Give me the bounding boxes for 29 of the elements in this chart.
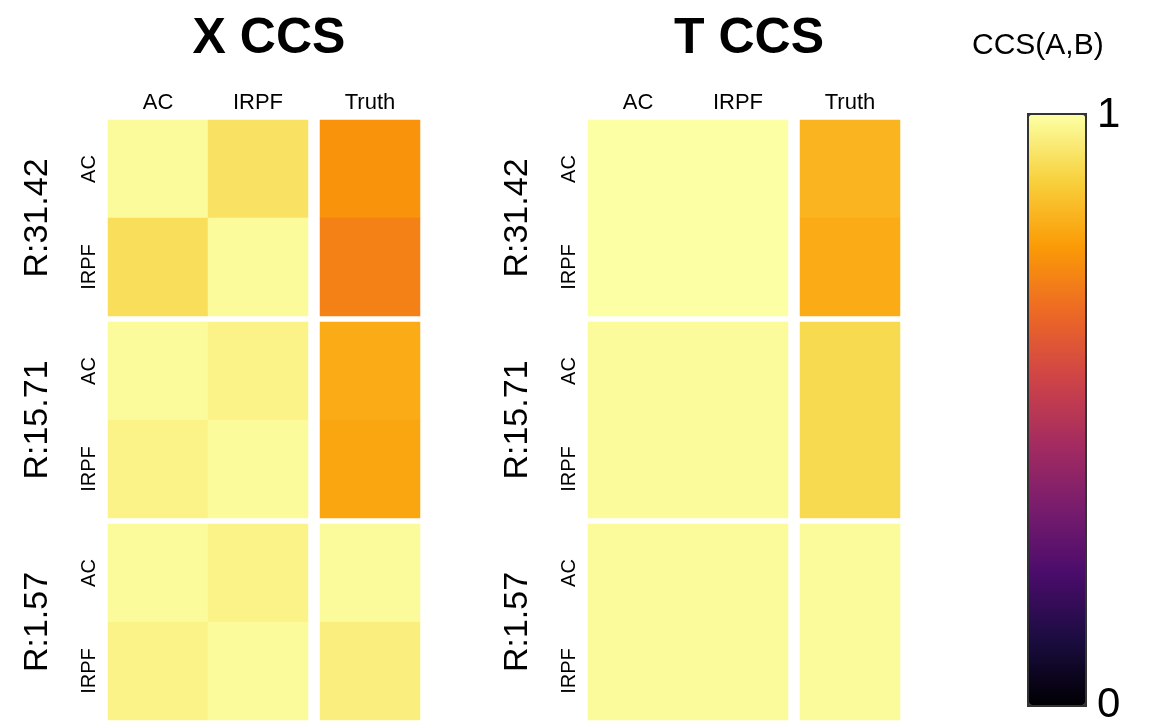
- x-tick-label: Truth: [344, 88, 396, 114]
- category-label: IRPF: [557, 446, 579, 492]
- annotation: R:31.42: [496, 158, 534, 278]
- y-tick-label: AC: [77, 559, 99, 587]
- text: T CCS: [674, 8, 824, 64]
- x-tick-label: AC: [622, 88, 654, 114]
- x-tick-label: AC: [142, 88, 174, 114]
- x-tick-label: Truth: [824, 88, 876, 114]
- color-bar-title: CCS(A,B): [972, 26, 1104, 60]
- category-label: AC: [557, 559, 579, 587]
- category-label: AC: [557, 155, 579, 183]
- category-label: IRPF: [557, 648, 579, 694]
- color-bar-label: 0: [1097, 678, 1121, 726]
- text: R:1.57: [16, 571, 54, 673]
- x-tick-label: IRPF: [232, 88, 284, 114]
- y-tick-label: IRPF: [77, 648, 99, 694]
- text: R:15.71: [16, 360, 54, 480]
- annotation: R:15.71: [496, 360, 534, 480]
- color-bar-label: 1: [1097, 88, 1121, 136]
- category-label: AC: [557, 357, 579, 385]
- y-tick-label: AC: [77, 155, 99, 183]
- annotation: R:1.57: [496, 571, 534, 673]
- x-tick-label: IRPF: [712, 88, 764, 114]
- y-tick-label: IRPF: [77, 446, 99, 492]
- text: R:31.42: [16, 158, 54, 278]
- y-tick-label: IRPF: [77, 244, 99, 290]
- text: X CCS: [192, 8, 346, 64]
- y-tick-label: AC: [77, 357, 99, 385]
- category-label: IRPF: [557, 244, 579, 290]
